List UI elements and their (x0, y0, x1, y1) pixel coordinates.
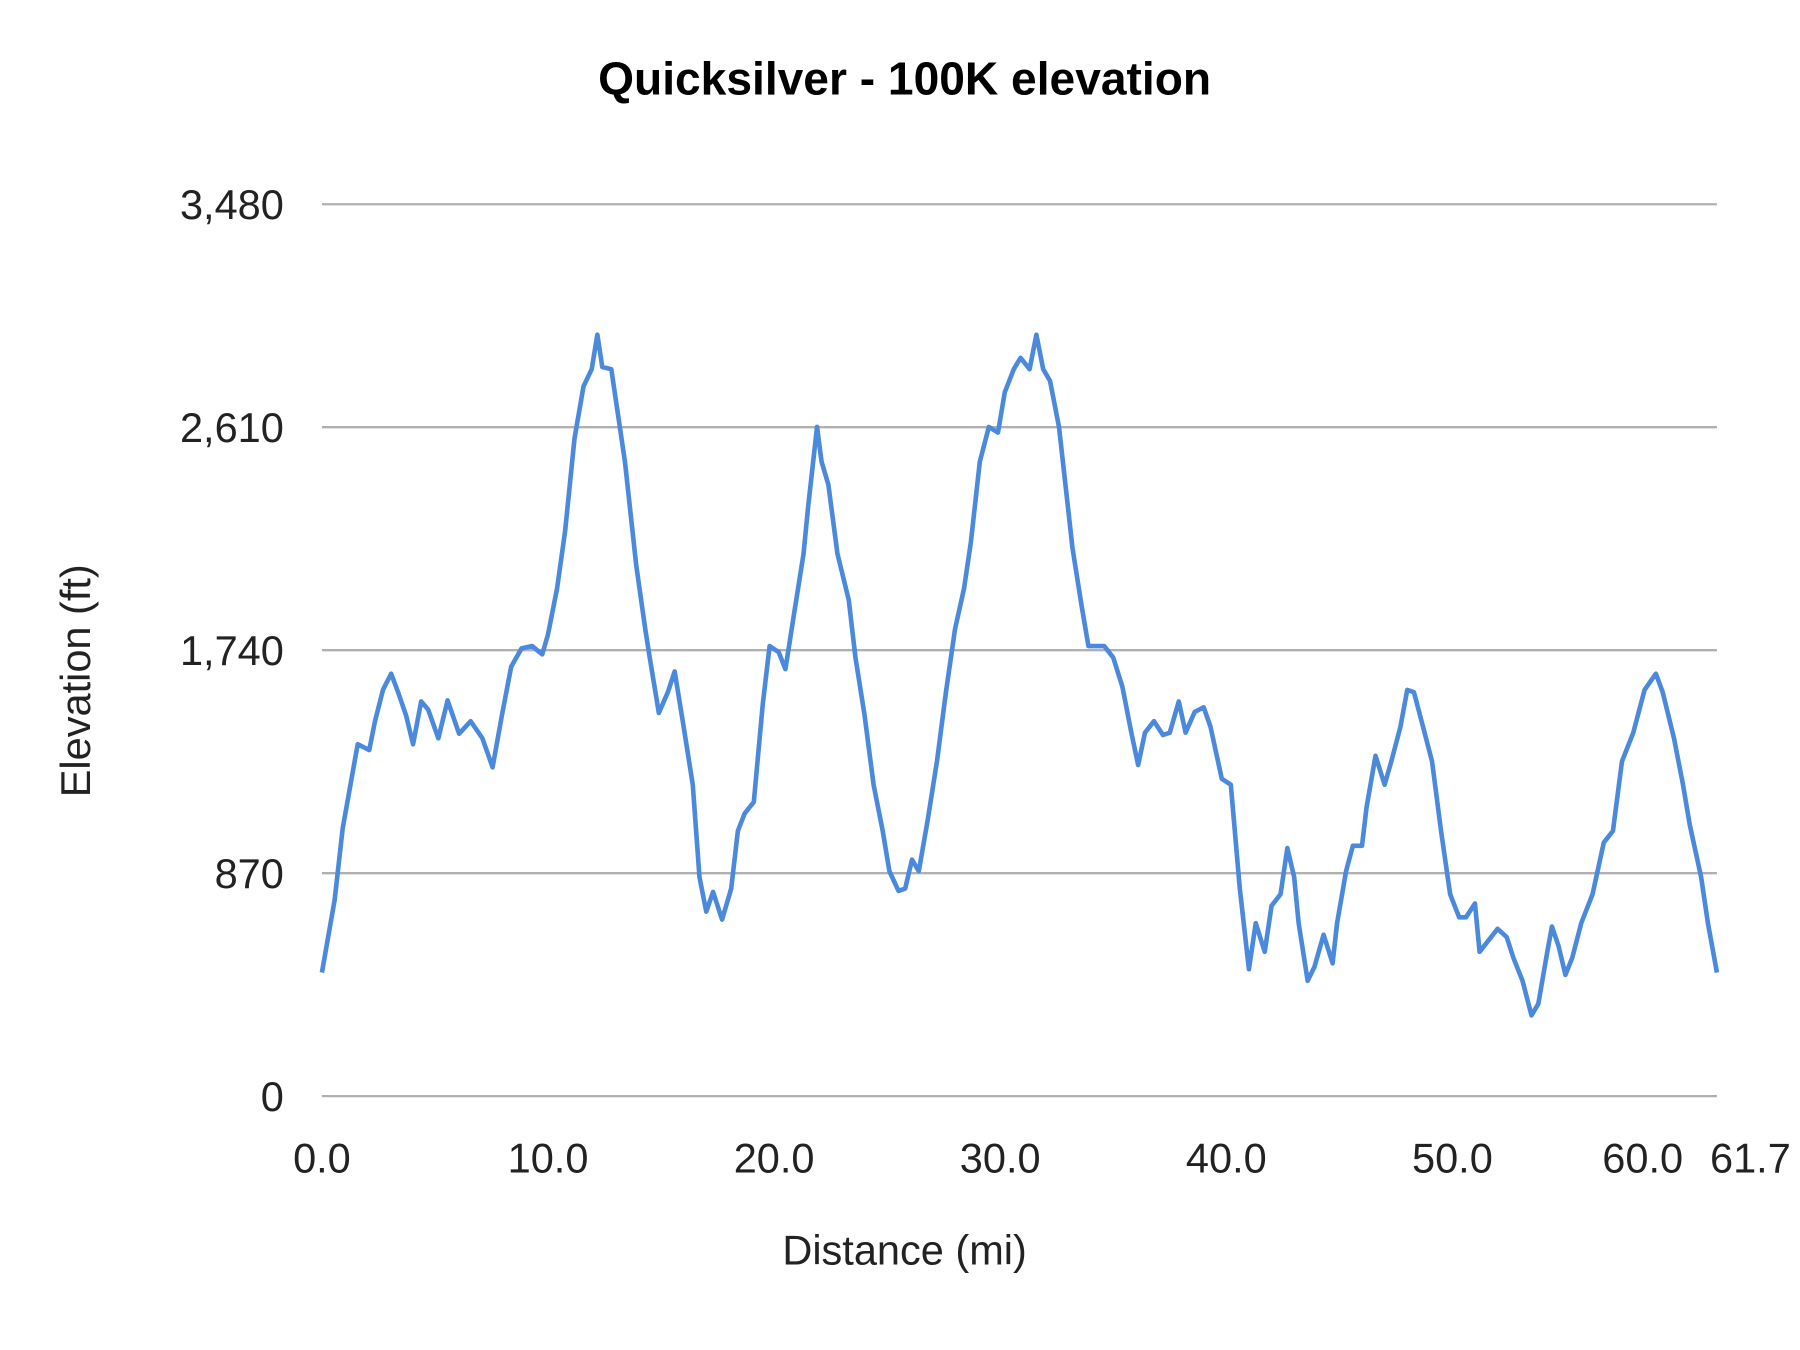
y-tick-label: 2,610 (180, 404, 284, 451)
x-tick-label: 10.0 (508, 1134, 589, 1181)
y-tick-label: 0 (261, 1073, 284, 1120)
gridlines (321, 203, 1717, 1098)
x-tick-label: 0.0 (293, 1134, 351, 1181)
x-axis-label: Distance (mi) (782, 1227, 1027, 1274)
x-tick-label: 61.7 (1710, 1134, 1791, 1181)
chart-title: Quicksilver - 100K elevation (598, 53, 1211, 105)
y-tick-label: 3,480 (180, 181, 284, 228)
y-tick-label: 870 (215, 850, 284, 897)
x-tick-label: 30.0 (960, 1134, 1041, 1181)
elevation-line (319, 332, 1720, 1018)
x-tick-label: 20.0 (734, 1134, 815, 1181)
y-tick-label: 1,740 (180, 627, 284, 674)
x-tick-label: 40.0 (1186, 1134, 1267, 1181)
y-axis-label: Elevation (ft) (52, 564, 99, 797)
x-tick-label: 50.0 (1412, 1134, 1493, 1181)
y-axis-ticks: 0 870 1,740 2,610 3,480 (180, 181, 284, 1120)
x-axis-ticks: 0.0 10.0 20.0 30.0 40.0 50.0 60.0 61.7 (293, 1134, 1791, 1181)
x-tick-label: 60.0 (1602, 1134, 1683, 1181)
